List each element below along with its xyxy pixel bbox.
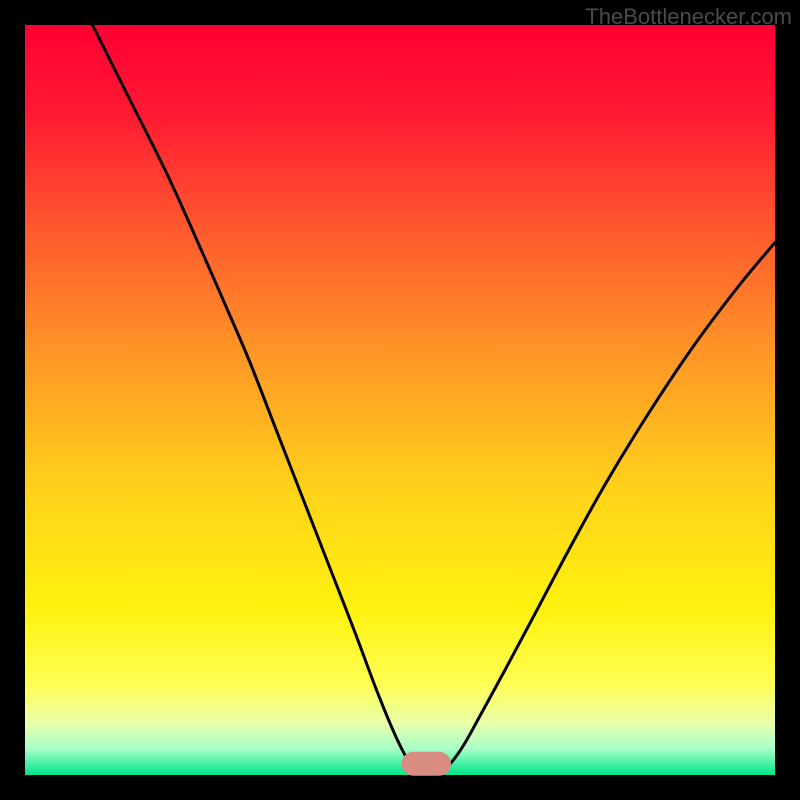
chart-svg [0, 0, 800, 800]
watermark-text: TheBottlenecker.com [585, 4, 792, 30]
optimal-point-marker [402, 752, 452, 776]
plot-area [25, 25, 775, 775]
bottleneck-chart: TheBottlenecker.com [0, 0, 800, 800]
